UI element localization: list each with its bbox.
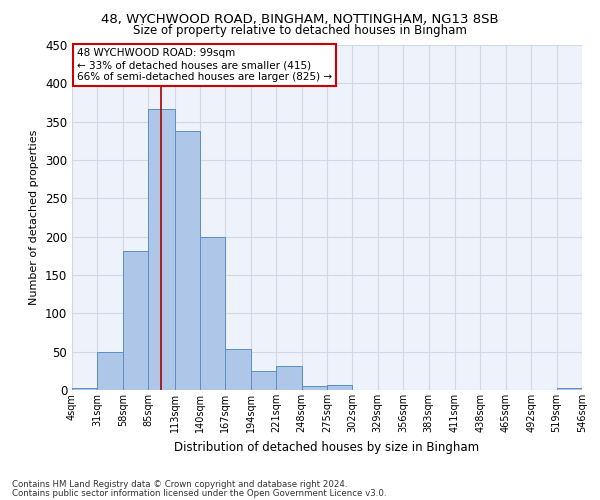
Bar	[72, 388, 97, 390]
Bar	[327, 386, 352, 390]
Bar	[302, 386, 327, 390]
Text: Contains HM Land Registry data © Crown copyright and database right 2024.: Contains HM Land Registry data © Crown c…	[12, 480, 347, 489]
Bar	[148, 108, 175, 390]
Bar	[276, 366, 302, 390]
Text: 48, WYCHWOOD ROAD, BINGHAM, NOTTINGHAM, NG13 8SB: 48, WYCHWOOD ROAD, BINGHAM, NOTTINGHAM, …	[101, 12, 499, 26]
Text: Size of property relative to detached houses in Bingham: Size of property relative to detached ho…	[133, 24, 467, 37]
Bar	[226, 348, 251, 390]
Bar	[557, 388, 582, 390]
Bar	[97, 352, 123, 390]
Bar	[123, 251, 148, 390]
Bar	[175, 131, 200, 390]
Text: 48 WYCHWOOD ROAD: 99sqm
← 33% of detached houses are smaller (415)
66% of semi-d: 48 WYCHWOOD ROAD: 99sqm ← 33% of detache…	[77, 48, 332, 82]
Bar	[200, 238, 226, 390]
Text: Contains public sector information licensed under the Open Government Licence v3: Contains public sector information licen…	[12, 489, 386, 498]
Y-axis label: Number of detached properties: Number of detached properties	[29, 130, 40, 305]
X-axis label: Distribution of detached houses by size in Bingham: Distribution of detached houses by size …	[175, 440, 479, 454]
Bar	[251, 371, 276, 390]
